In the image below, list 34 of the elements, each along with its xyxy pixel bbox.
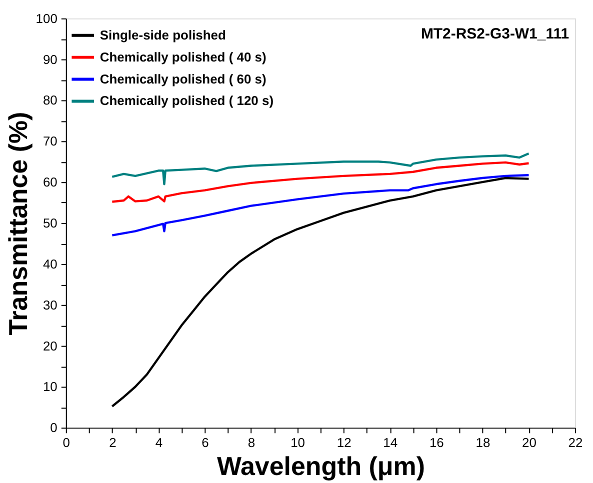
legend-label: Chemically polished ( 120 s): [100, 93, 274, 108]
legend-label: Chemically polished ( 40 s): [100, 49, 266, 64]
y-tick-label: 20: [42, 338, 58, 354]
x-tick-label: 22: [568, 435, 583, 450]
line-series: [111, 152, 530, 186]
y-tick-label: 90: [42, 52, 58, 67]
y-tick-label: 40: [42, 256, 58, 272]
y-axis-title: Transmittance (%): [4, 112, 33, 336]
x-tick-label: 0: [62, 435, 70, 450]
x-tick-label: 12: [336, 435, 352, 450]
line-series: [111, 161, 530, 203]
y-tick-label: 100: [36, 10, 58, 26]
legend-label: Chemically polished ( 60 s): [100, 71, 266, 86]
x-tick-label: 16: [429, 435, 444, 450]
x-tick-label: 20: [522, 435, 536, 450]
y-tick-label: 60: [42, 174, 58, 190]
y-tick-label: 10: [42, 379, 58, 394]
line-series: [111, 176, 530, 408]
y-tick-label: 80: [42, 92, 58, 108]
x-tick-label: 14: [383, 435, 398, 450]
y-tick-label: 30: [42, 297, 58, 312]
legend-label: Single-side polished: [100, 27, 226, 42]
annotation: MT2-RS2-G3-W1_111: [420, 25, 570, 42]
y-tick-label: 70: [42, 134, 58, 149]
x-tick-label: 8: [248, 435, 256, 450]
x-tick-label: 4: [155, 435, 163, 450]
x-axis-title: Wavelength (μm): [216, 453, 425, 482]
x-tick-label: 10: [290, 435, 306, 450]
x-tick-label: 6: [202, 435, 209, 450]
y-tick-label: 50: [42, 216, 58, 231]
line-series: [111, 174, 530, 236]
x-tick-label: 2: [109, 435, 116, 450]
y-tick-label: 0: [50, 420, 58, 436]
x-tick-label: 18: [476, 435, 490, 450]
